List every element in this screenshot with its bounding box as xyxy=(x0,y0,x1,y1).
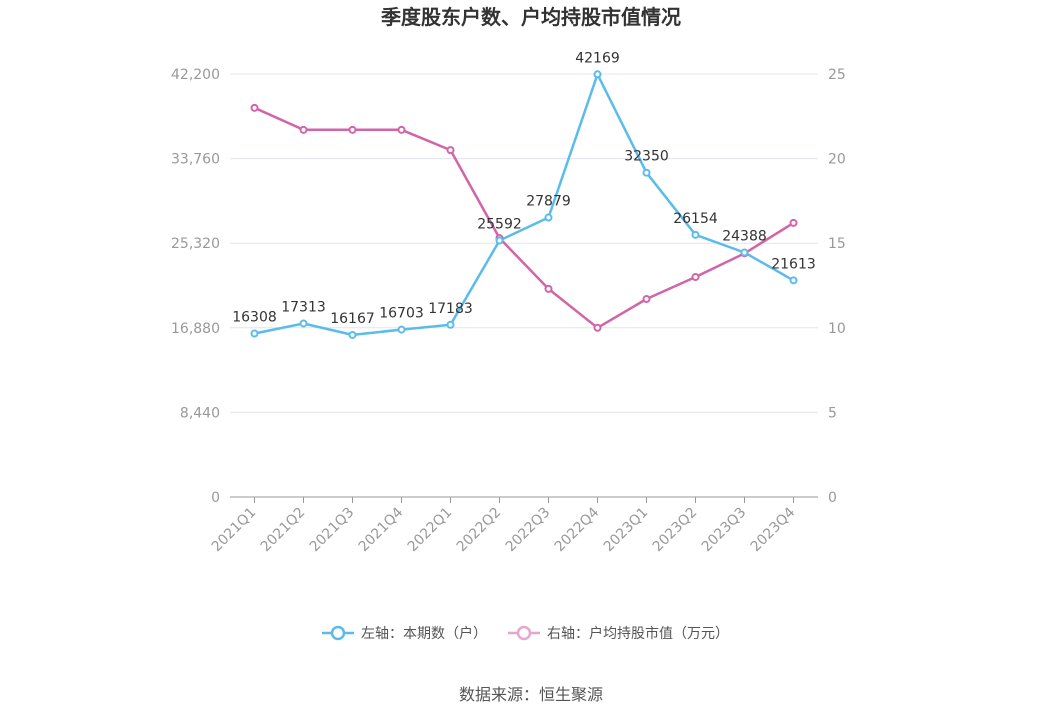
right-axis-tick-label: 15 xyxy=(828,236,846,252)
data-label: 32350 xyxy=(624,149,669,165)
data-point-left[interactable] xyxy=(299,319,308,328)
data-point-left[interactable] xyxy=(691,230,700,239)
data-point-left[interactable] xyxy=(250,329,259,338)
data-point-left[interactable] xyxy=(740,248,749,257)
right-axis-tick-label: 25 xyxy=(828,67,846,83)
x-axis-tick-label: 2022Q2 xyxy=(454,505,505,556)
series-lines xyxy=(253,73,795,337)
right-axis-tick-label: 20 xyxy=(828,152,846,168)
data-point-right[interactable] xyxy=(348,125,357,134)
series-line-left xyxy=(254,73,795,337)
data-point-left[interactable] xyxy=(544,213,553,222)
data-point-right[interactable] xyxy=(299,125,308,134)
x-axis-tick-label: 2023Q1 xyxy=(601,505,652,556)
legend-marker-left xyxy=(330,625,346,641)
data-point-left[interactable] xyxy=(642,168,651,177)
data-points xyxy=(250,70,798,339)
data-label: 26154 xyxy=(673,211,718,227)
x-axis-tick-label: 2023Q4 xyxy=(748,504,799,555)
chart-title: 季度股东户数、户均持股市值情况 xyxy=(380,5,681,29)
source-note: 数据来源：恒生聚源 xyxy=(459,685,603,704)
x-axis-tick-label: 2023Q2 xyxy=(650,505,701,556)
x-axis-tick-label: 2022Q3 xyxy=(503,505,554,556)
data-label: 17183 xyxy=(428,301,473,317)
data-point-right[interactable] xyxy=(642,295,651,304)
left-axis-tick-label: 0 xyxy=(211,490,220,506)
series-line-right xyxy=(253,106,795,330)
x-axis-tick-label: 2021Q1 xyxy=(209,505,260,556)
data-label: 27879 xyxy=(526,194,571,210)
data-point-left[interactable] xyxy=(495,236,504,245)
data-label: 16308 xyxy=(232,310,277,326)
left-axis-tick-label: 25,320 xyxy=(171,236,220,252)
data-label: 42169 xyxy=(575,50,620,66)
data-point-left[interactable] xyxy=(446,320,455,329)
data-point-right[interactable] xyxy=(250,103,259,112)
data-point-right[interactable] xyxy=(691,273,700,282)
legend[interactable]: 左轴：本期数（户） 右轴：户均持股市值（万元） xyxy=(322,625,729,642)
x-axis-tick-label: 2023Q3 xyxy=(699,505,750,556)
data-label: 25592 xyxy=(477,216,522,232)
x-axis-tick-label: 2021Q4 xyxy=(356,504,407,555)
data-point-right[interactable] xyxy=(593,323,602,332)
left-axis-tick-label: 42,200 xyxy=(171,67,220,83)
legend-marker-right xyxy=(516,625,532,641)
data-label: 16703 xyxy=(379,306,424,322)
legend-item-left-series[interactable]: 左轴：本期数（户） xyxy=(322,625,487,642)
data-point-left[interactable] xyxy=(789,276,798,285)
x-axis-tick-label: 2022Q1 xyxy=(405,505,456,556)
left-axis-tick-label: 8,440 xyxy=(180,405,220,421)
data-point-right[interactable] xyxy=(397,125,406,134)
data-point-left[interactable] xyxy=(348,330,357,339)
gridlines xyxy=(230,73,818,413)
left-axis-tick-label: 33,760 xyxy=(171,152,220,168)
data-label: 21613 xyxy=(771,256,816,272)
data-label: 17313 xyxy=(281,299,326,315)
data-point-right[interactable] xyxy=(446,146,455,155)
legend-label-right: 右轴：户均持股市值（万元） xyxy=(547,625,729,642)
right-axis-tick-label: 0 xyxy=(828,490,837,506)
right-axis-tick-label: 5 xyxy=(828,405,837,421)
data-point-right[interactable] xyxy=(544,284,553,293)
legend-item-right-series[interactable]: 右轴：户均持股市值（万元） xyxy=(508,625,729,642)
x-axis-tick-label: 2021Q2 xyxy=(258,505,309,556)
data-point-right[interactable] xyxy=(789,218,798,227)
data-point-left[interactable] xyxy=(397,325,406,334)
data-label: 24388 xyxy=(722,229,767,245)
x-axis-tick-label: 2021Q3 xyxy=(307,505,358,556)
left-axis-tick-label: 16,880 xyxy=(171,321,220,337)
data-point-left[interactable] xyxy=(593,70,602,79)
right-axis-tick-label: 10 xyxy=(828,321,846,337)
x-axis-tick-label: 2022Q4 xyxy=(552,504,603,555)
legend-label-left: 左轴：本期数（户） xyxy=(361,625,487,642)
data-label: 16167 xyxy=(330,311,375,327)
